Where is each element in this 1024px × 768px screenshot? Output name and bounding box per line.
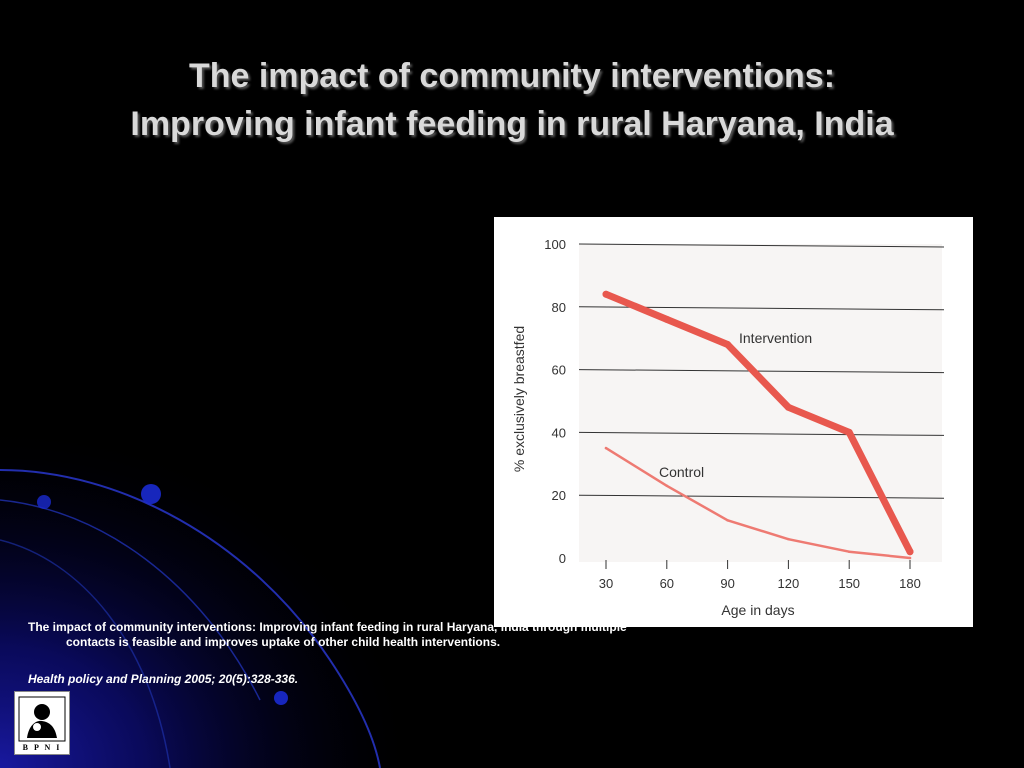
x-tick-label-150: 150 <box>838 576 860 591</box>
y-tick-label-20: 20 <box>552 488 566 503</box>
data-point-control-180 <box>908 556 912 560</box>
bpni-logo: B P N I <box>14 691 70 755</box>
y-tick-label-40: 40 <box>552 425 566 440</box>
citation: Health policy and Planning 2005; 20(5):3… <box>28 672 299 686</box>
mother-child-logo-icon <box>18 696 66 742</box>
data-point-control-120 <box>787 537 790 541</box>
x-axis-label: Age in days <box>721 602 794 618</box>
title-line-1: The impact of community interventions: <box>188 57 836 95</box>
data-point-control-90 <box>726 519 729 522</box>
gridline-60 <box>578 369 945 374</box>
data-point-intervention-150 <box>845 428 853 436</box>
data-point-intervention-60 <box>663 315 671 323</box>
series-label-control: Control <box>659 464 704 480</box>
x-tick-label-180: 180 <box>899 576 921 591</box>
data-point-intervention-90 <box>724 340 732 348</box>
data-point-intervention-180 <box>906 548 914 556</box>
series-label-intervention: Intervention <box>739 330 812 346</box>
x-tick-label-120: 120 <box>778 576 800 591</box>
title-line-2: Improving infant feeding in rural Haryan… <box>130 105 894 143</box>
data-point-intervention-120 <box>784 403 792 411</box>
y-axis-label: % exclusively breastfed <box>511 326 527 472</box>
data-point-intervention-30 <box>602 290 610 298</box>
x-tick-label-30: 30 <box>599 576 613 591</box>
x-tick-label-60: 60 <box>660 576 674 591</box>
caption-line-2: contacts is feasible and improves uptake… <box>66 635 501 649</box>
y-tick-label-60: 60 <box>552 363 566 378</box>
y-tick-label-80: 80 <box>552 300 566 315</box>
y-tick-label-0: 0 <box>559 551 566 566</box>
slide-title: The impact of community interventions: I… <box>0 52 1024 148</box>
series-line-intervention <box>602 290 914 556</box>
y-tick-label-100: 100 <box>544 237 566 252</box>
line-chart: 0 20 40 60 80 100 30 60 90 120 150 180 Age in days % … <box>494 217 973 627</box>
chart-svg: 0 20 40 60 80 100 30 60 90 120 150 180 Age in days % … <box>511 237 945 618</box>
data-point-control-30 <box>604 446 608 450</box>
series-line-control <box>604 446 912 560</box>
data-point-control-150 <box>847 550 851 553</box>
plot-area <box>579 244 942 562</box>
figure-caption: The impact of community interventions: I… <box>28 620 788 650</box>
gridline-40 <box>578 431 945 436</box>
data-point-control-60 <box>665 484 669 488</box>
x-tick-label-90: 90 <box>720 576 734 591</box>
logo-text: B P N I <box>22 743 62 752</box>
caption-line-1: The impact of community interventions: I… <box>28 620 627 634</box>
gridline-100 <box>578 243 945 248</box>
